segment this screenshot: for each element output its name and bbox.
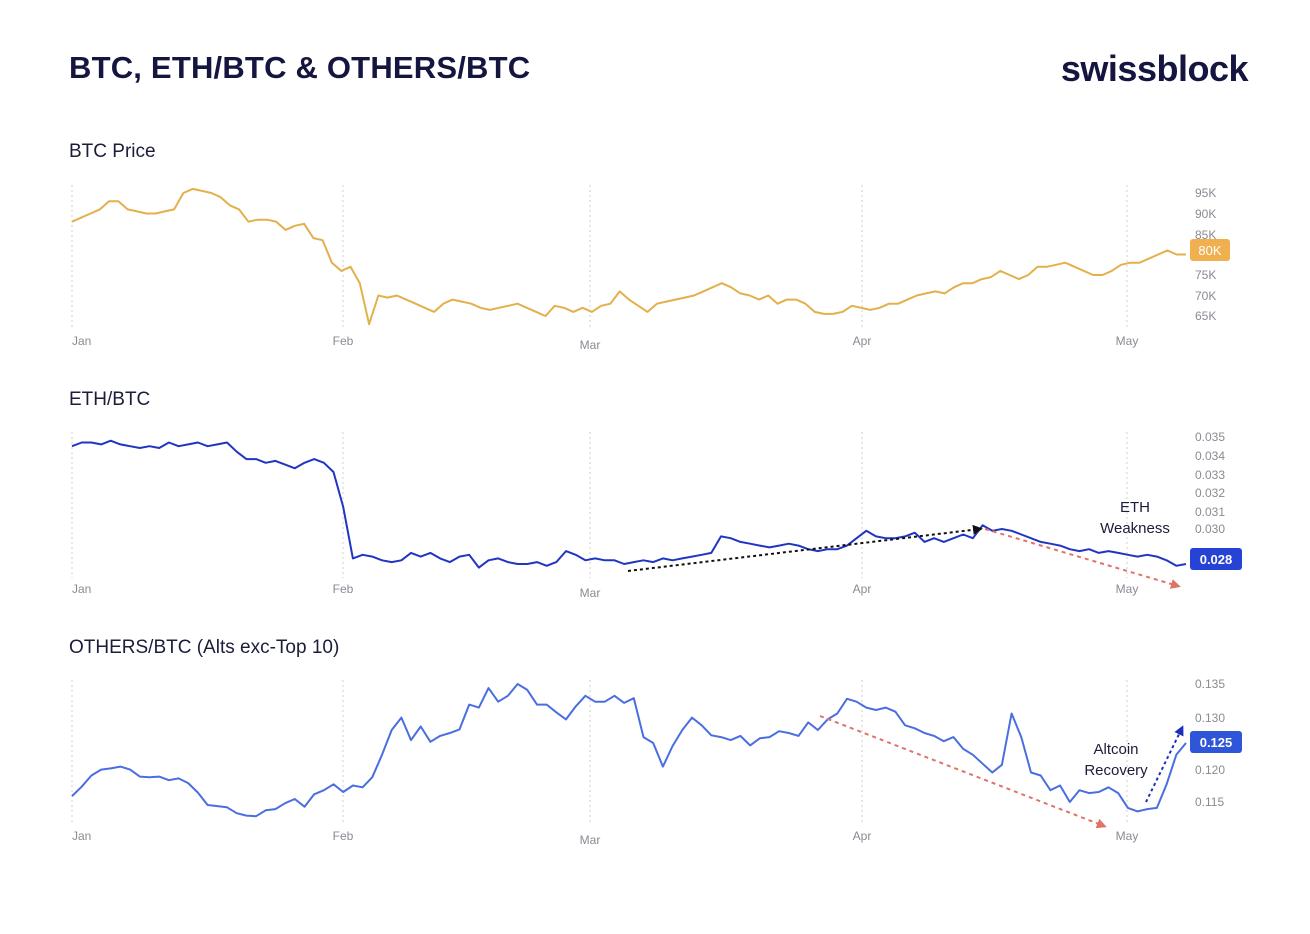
others-panel-title: OTHERS/BTC (Alts exc-Top 10) <box>69 637 340 658</box>
eth-y-tick-label: 0.031 <box>1195 505 1225 519</box>
btc-x-tick-label: Jan <box>72 334 91 348</box>
others-downtrend-arrow <box>819 715 1107 829</box>
eth-x-tick-label: Apr <box>853 582 872 596</box>
eth-y-tick-label: 0.035 <box>1195 430 1225 444</box>
others-y-tick-label: 0.135 <box>1195 677 1225 691</box>
others-y-tick-label: 0.115 <box>1195 795 1224 809</box>
eth-x-tick-label: Mar <box>580 586 601 600</box>
btc-panel-title: BTC Price <box>69 141 156 162</box>
eth-annotation-line2: Weakness <box>1100 520 1170 537</box>
others-x-tick-label: Apr <box>853 829 872 843</box>
others-x-tick-label: Mar <box>580 833 601 847</box>
others-series-line <box>71 683 1187 818</box>
btc-y-tick-label: 95K <box>1195 186 1216 200</box>
btc-y-tick-label: 70K <box>1195 289 1216 303</box>
btc-last-value-badge <box>1190 239 1230 261</box>
eth-last-value-label: 0.028 <box>1200 552 1233 567</box>
others-recovery-arrow <box>1145 725 1184 803</box>
others-last-value-badge <box>1190 731 1242 753</box>
btc-series-line <box>71 187 1186 326</box>
eth-x-tick-label: Feb <box>333 582 354 596</box>
btc-x-tick-label: Mar <box>580 338 601 352</box>
eth-y-tick-label: 0.034 <box>1195 449 1225 463</box>
btc-y-tick-label: 90K <box>1195 207 1216 221</box>
others-x-tick-label: May <box>1116 829 1139 843</box>
eth-series-line <box>71 439 1187 569</box>
eth-y-tick-label: 0.033 <box>1195 468 1225 482</box>
others-annotation-line2: Recovery <box>1084 762 1148 779</box>
eth-panel-title: ETH/BTC <box>69 389 151 410</box>
eth-downtrend-arrow <box>984 528 1181 589</box>
others-y-tick-label: 0.130 <box>1195 711 1225 725</box>
btc-x-tick-label: Apr <box>853 334 872 348</box>
eth-last-value-badge <box>1190 548 1242 570</box>
eth-uptrend-arrow <box>627 524 983 572</box>
others-y-tick-label: 0.120 <box>1195 763 1225 777</box>
eth-y-tick-label: 0.032 <box>1195 486 1225 500</box>
others-x-tick-label: Jan <box>72 829 91 843</box>
eth-x-tick-label: Jan <box>72 582 91 596</box>
eth-y-tick-label: 0.030 <box>1195 522 1225 536</box>
btc-y-tick-label: 65K <box>1195 309 1216 323</box>
eth-x-tick-label: May <box>1116 582 1139 596</box>
others-x-tick-label: Feb <box>333 829 354 843</box>
others-annotation-line1: Altcoin <box>1093 741 1138 758</box>
others-last-value-label: 0.125 <box>1200 735 1233 750</box>
btc-y-tick-label: 75K <box>1195 268 1216 282</box>
btc-y-tick-label: 85K <box>1195 228 1216 242</box>
btc-x-tick-label: May <box>1116 334 1139 348</box>
btc-last-value-label: 80K <box>1198 243 1221 258</box>
brand-logo: swissblock <box>1060 48 1249 89</box>
btc-x-tick-label: Feb <box>333 334 354 348</box>
page-title: BTC, ETH/BTC & OTHERS/BTC <box>69 50 531 85</box>
eth-annotation-line1: ETH <box>1120 499 1150 516</box>
